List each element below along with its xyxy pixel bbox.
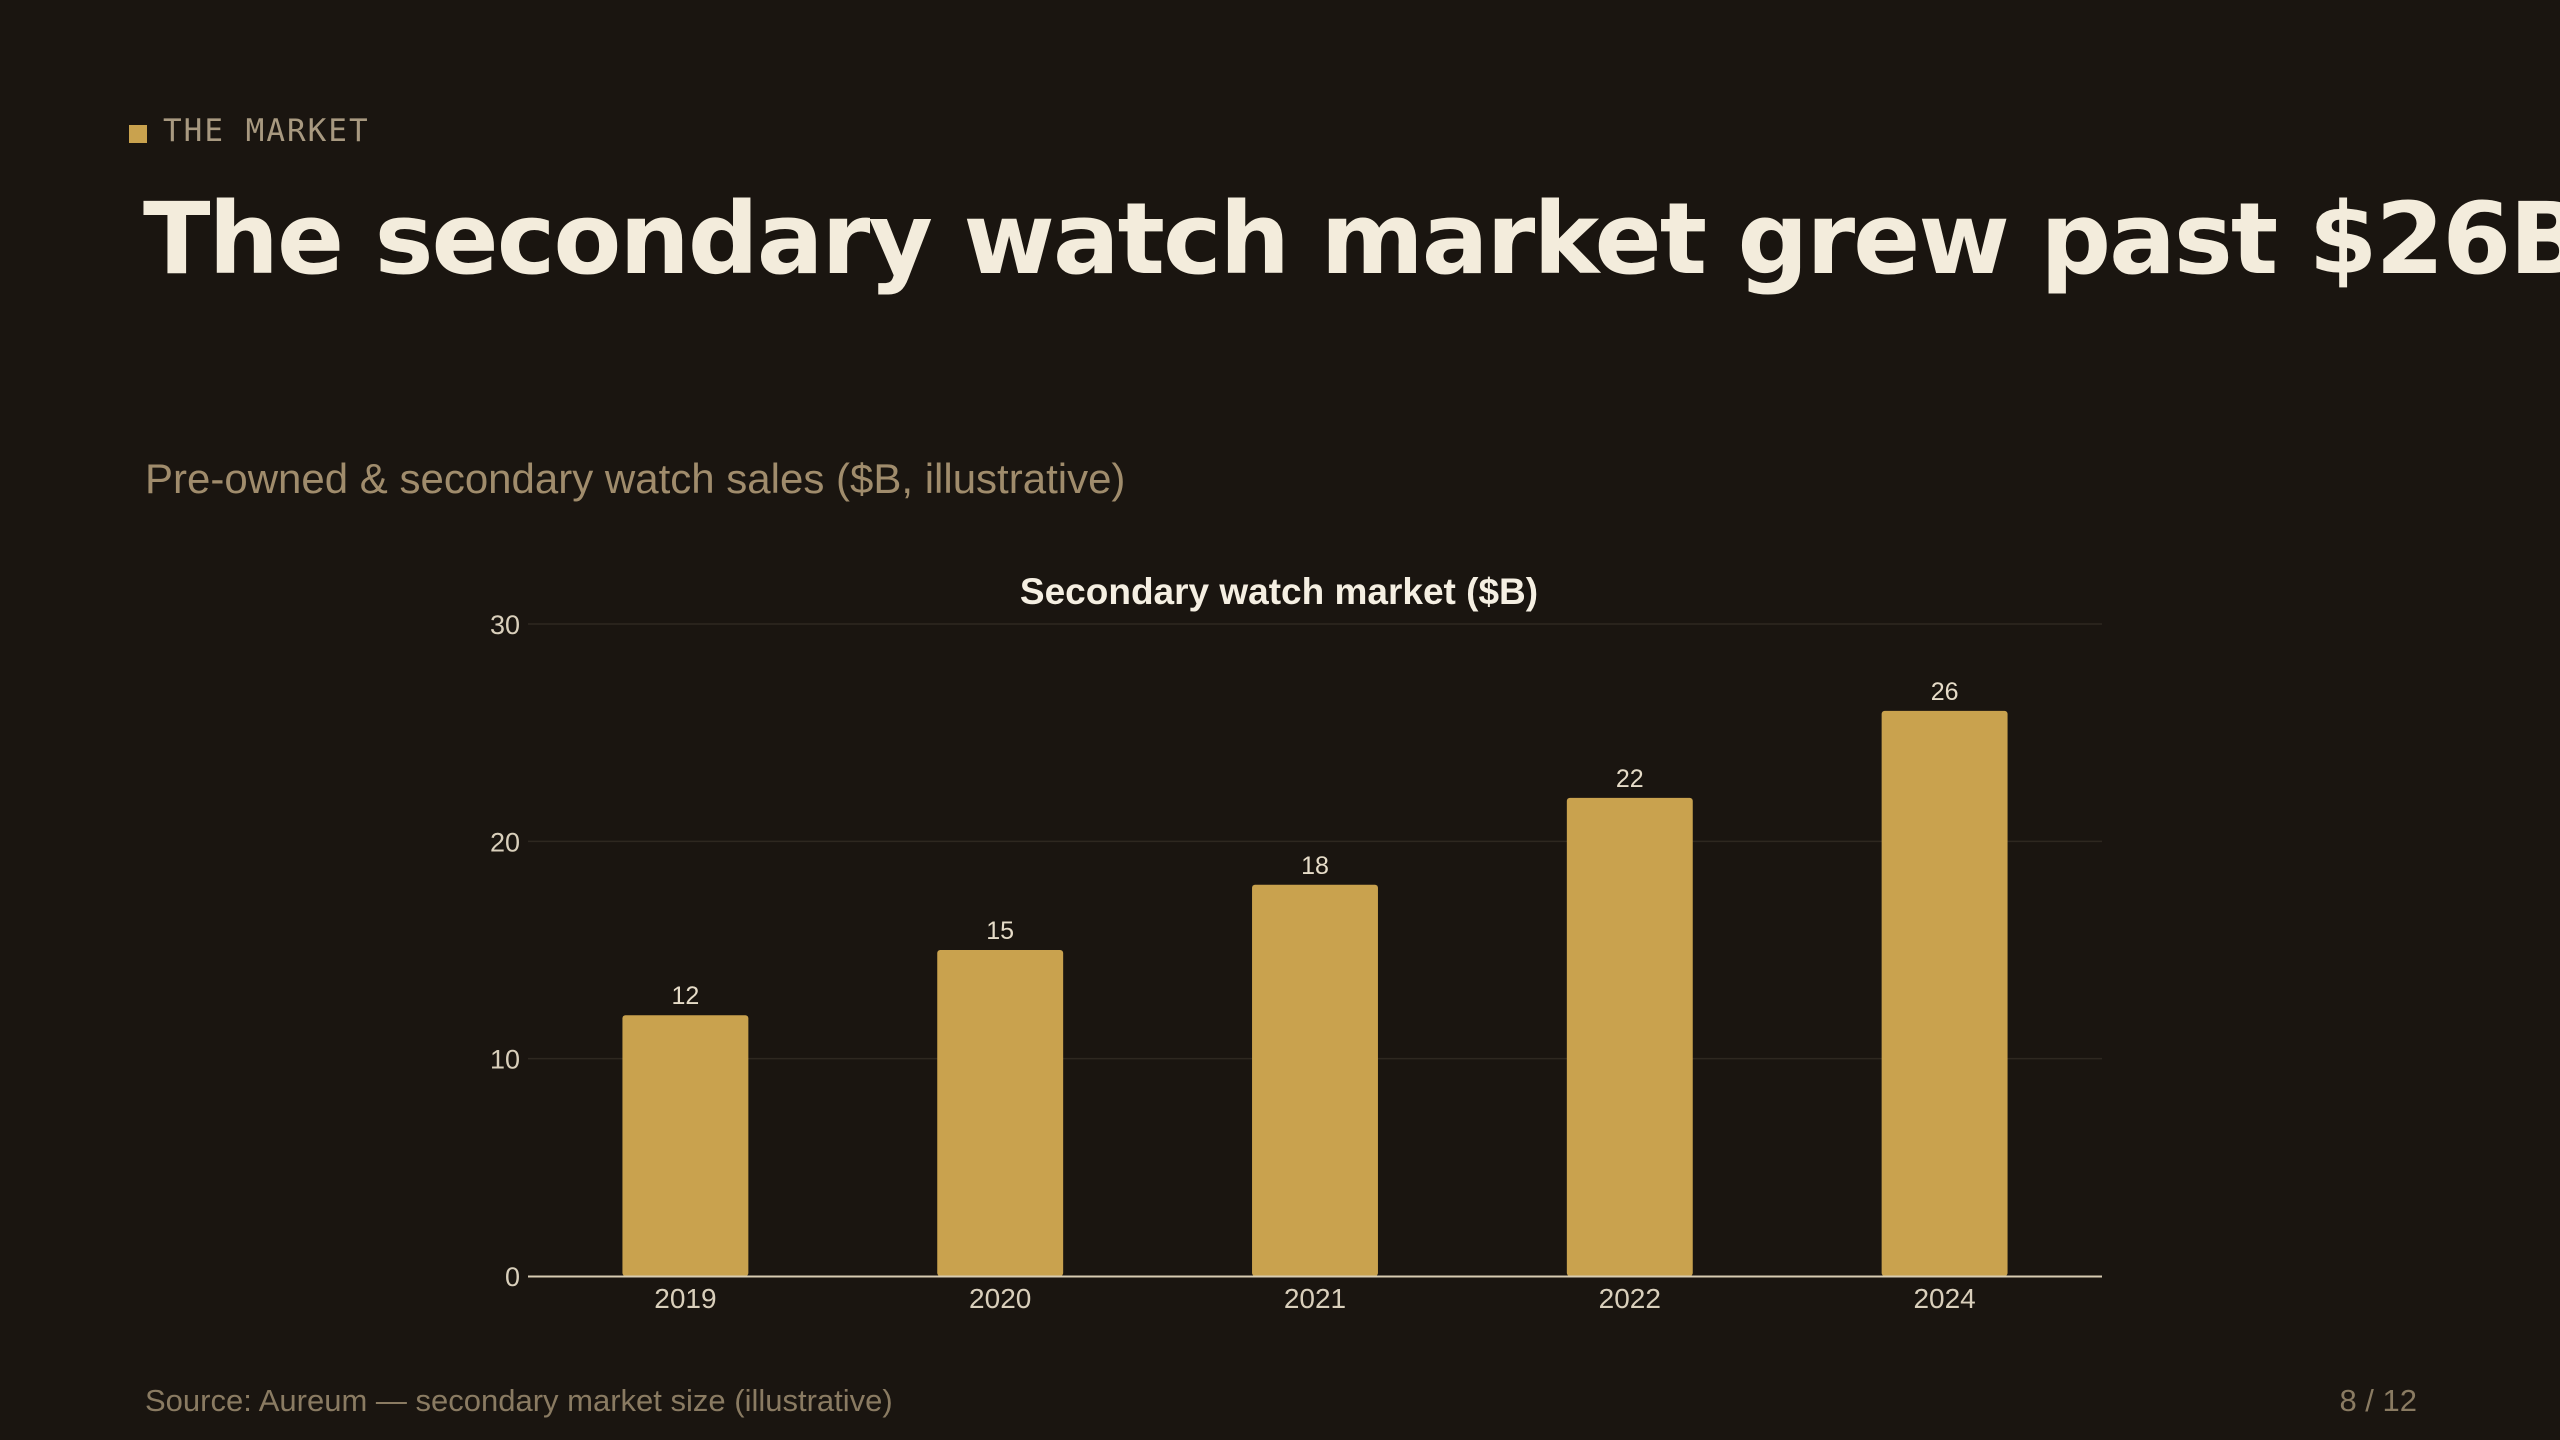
bar-2020	[937, 950, 1064, 1276]
bar-2021	[1252, 884, 1378, 1276]
y-tick-label: 30	[490, 610, 520, 640]
x-tick-label: 2020	[969, 1283, 1031, 1314]
y-tick-label: 0	[505, 1262, 520, 1292]
bar-value-labels: 12 15 18 22 26	[671, 678, 1958, 1010]
slide-headline: The secondary watch market grew past $26…	[143, 182, 2560, 297]
bar-value-label: 12	[671, 982, 699, 1010]
x-tick-label: 2021	[1284, 1283, 1346, 1314]
y-tick-label: 10	[490, 1045, 520, 1075]
y-tick-label: 20	[490, 827, 520, 857]
y-axis-ticks: 0 10 20 30	[490, 610, 520, 1292]
section-eyebrow: THE MARKET	[129, 113, 370, 149]
bar-value-label: 18	[1301, 852, 1329, 880]
bar-2019	[622, 1015, 749, 1276]
x-axis-ticks: 2019 2020 2021 2022 2024	[654, 1283, 1975, 1314]
chart-bars	[622, 710, 2008, 1276]
bar-2022	[1566, 797, 1693, 1276]
x-tick-label: 2022	[1599, 1283, 1661, 1314]
bar-value-label: 26	[1931, 678, 1959, 706]
chart-title: Secondary watch market ($B)	[1020, 571, 1538, 612]
bar-2024	[1881, 710, 2008, 1276]
eyebrow-label: THE MARKET	[163, 113, 370, 149]
bar-value-label: 22	[1616, 765, 1644, 793]
page-indicator: 8 / 12	[2339, 1383, 2417, 1418]
slide-subtitle: Pre-owned & secondary watch sales ($B, i…	[145, 455, 1126, 502]
x-tick-label: 2019	[654, 1283, 716, 1314]
source-note: Source: Aureum — secondary market size (…	[145, 1383, 893, 1418]
eyebrow-square-icon	[129, 125, 147, 143]
bar-value-label: 15	[986, 917, 1014, 945]
x-tick-label: 2024	[1913, 1283, 1975, 1314]
